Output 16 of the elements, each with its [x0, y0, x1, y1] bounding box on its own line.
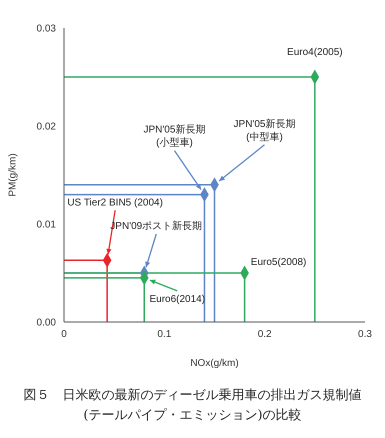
- y-tick-label: 0.03: [36, 24, 56, 35]
- y-tick-label: 0.00: [36, 318, 56, 329]
- x-tick-label: 0.2: [258, 329, 272, 340]
- y-tick-label: 0.02: [36, 122, 56, 133]
- annotation: Euro5(2008): [250, 257, 306, 268]
- x-tick-label: 0: [61, 329, 68, 340]
- y-tick-label: 0.01: [36, 220, 56, 231]
- x-tick-label: 0.1: [157, 329, 172, 340]
- x-tick-label: 0.3: [358, 329, 372, 340]
- annotation: US Tier2 BIN5 (2004): [67, 197, 163, 208]
- annotation: JPN'05新長期 (小型車): [144, 124, 206, 149]
- x-axis-title: NOx(g/km): [190, 358, 239, 369]
- y-axis-title: PM(g/km): [8, 153, 19, 197]
- text: 図５ 日米欧の最新のディーゼル乗用車の排出ガス規制値 (テールパイプ・エミッション)の比較: [22, 387, 362, 425]
- annotation: Euro4(2005): [287, 47, 343, 58]
- annotation: JPN'05新長期 (中型車): [234, 118, 296, 143]
